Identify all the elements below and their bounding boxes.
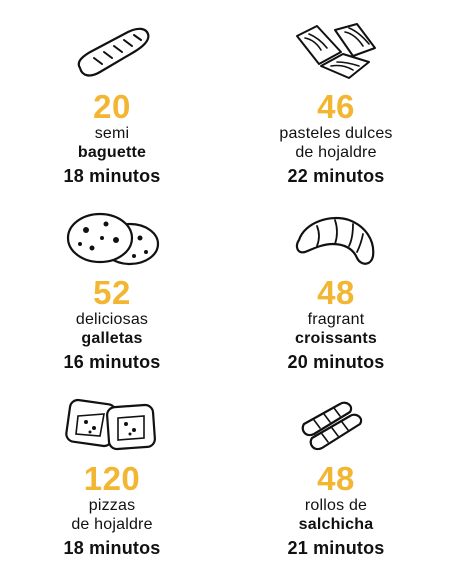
product-card-pizza: 120 pizzas de hojaldre 18 minutos [0, 396, 224, 559]
product-card-croissant: 48 fragrant croissants 20 minutos [224, 210, 448, 373]
product-time: 16 minutos [63, 352, 161, 372]
product-card-cookies: 52 deliciosas galletas 16 minutos [0, 210, 224, 373]
product-time: 21 minutos [287, 538, 385, 558]
product-label-line2: de hojaldre [295, 144, 377, 161]
pastry-icon [296, 23, 376, 79]
product-time: 18 minutos [63, 538, 161, 558]
product-label-line1: pasteles dulces [279, 125, 393, 142]
product-card-sausage-roll: 48 rollos de salchicha 21 minutos [224, 396, 448, 559]
product-label-line2: croissants [294, 330, 378, 347]
sausage-roll-icon [301, 401, 363, 451]
cookies-icon [66, 212, 160, 266]
product-label-line2: baguette [77, 144, 147, 161]
product-label-line1: fragrant [307, 311, 365, 328]
product-label-line1: deliciosas [75, 311, 149, 328]
product-count: 46 [317, 88, 355, 125]
product-time: 20 minutos [287, 352, 385, 372]
product-count: 48 [317, 274, 355, 311]
product-count: 20 [93, 88, 131, 125]
product-label-line2: galletas [81, 330, 143, 347]
product-card-baguette: 20 semi baguette 18 minutos [0, 22, 224, 187]
product-count: 48 [317, 460, 355, 497]
pizza-icon [65, 398, 156, 451]
product-label-line1: rollos de [304, 497, 368, 514]
product-label-line1: semi [94, 125, 130, 142]
product-label-line2: salchicha [298, 516, 374, 533]
product-card-pastry: 46 pasteles dulces de hojaldre 22 minuto… [224, 22, 448, 187]
product-count: 52 [93, 274, 131, 311]
product-label-line2: de hojaldre [71, 516, 153, 533]
product-count: 120 [83, 460, 141, 497]
product-label-line1: pizzas [88, 497, 136, 514]
product-time: 18 minutos [63, 166, 161, 186]
product-time: 22 minutos [287, 166, 385, 186]
croissant-icon [295, 216, 375, 265]
baguette-icon [77, 27, 150, 77]
